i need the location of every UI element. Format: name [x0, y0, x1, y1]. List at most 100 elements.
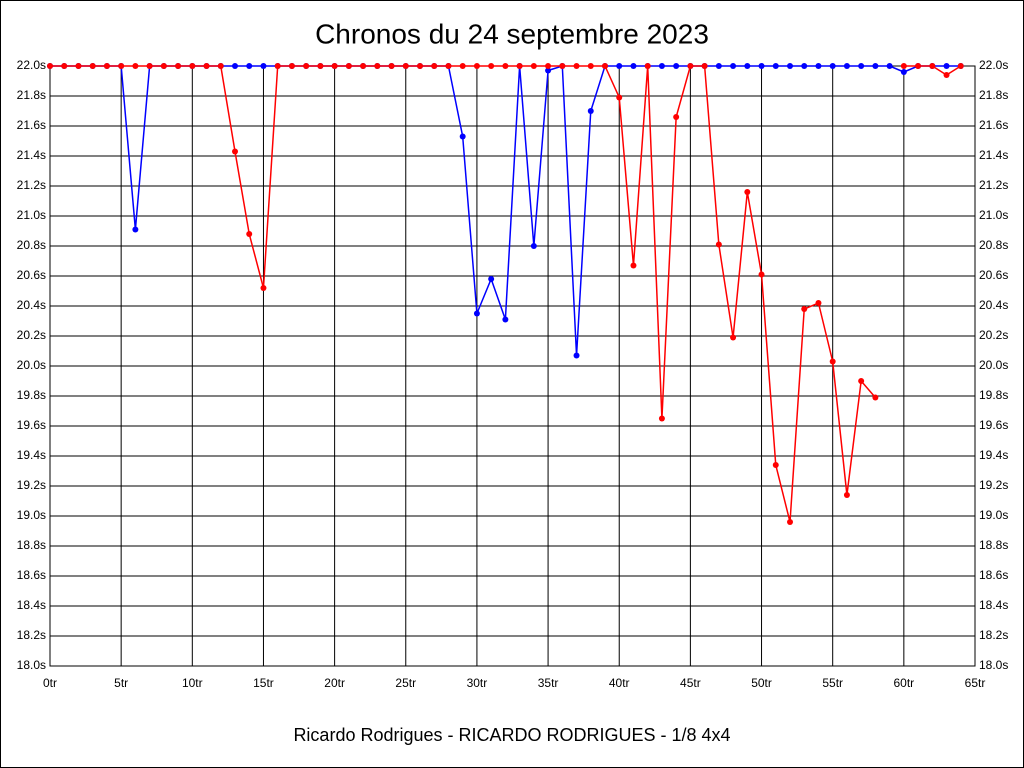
series-point [730, 334, 737, 341]
series-point [118, 63, 125, 69]
series-point [858, 63, 865, 69]
series-point [900, 69, 907, 75]
series-point [473, 310, 480, 317]
y2-tick-label: 20.4s [979, 298, 1008, 312]
series-point [502, 63, 509, 69]
y-tick-label: 20.8s [17, 238, 46, 252]
y-tick-label: 21.6s [17, 118, 46, 132]
series-point [801, 63, 808, 69]
series-point [260, 63, 267, 69]
x-tick-label: 50tr [751, 676, 772, 690]
y-tick-label: 21.4s [17, 148, 46, 162]
series-point [488, 276, 495, 282]
y2-tick-label: 21.0s [979, 208, 1008, 222]
series-point [829, 358, 836, 365]
x-tick-label: 65tr [965, 676, 986, 690]
series-point [75, 63, 82, 69]
y-tick-label: 18.8s [17, 538, 46, 552]
x-tick-label: 0tr [43, 676, 57, 690]
y2-tick-label: 20.2s [979, 328, 1008, 342]
series-point [374, 63, 381, 69]
series-point [345, 63, 352, 69]
y-tick-label: 21.0s [17, 208, 46, 222]
series-point [388, 63, 395, 69]
x-tick-label: 60tr [894, 676, 915, 690]
y-tick-label: 22.0s [17, 58, 46, 72]
x-tick-label: 30tr [467, 676, 488, 690]
x-tick-label: 25tr [395, 676, 416, 690]
series-point [715, 63, 722, 69]
series-point [815, 300, 822, 306]
series-point [502, 316, 509, 323]
series-point [587, 108, 594, 114]
series-point [516, 63, 523, 69]
series-point [730, 63, 737, 69]
series-point [175, 63, 182, 69]
series-point [787, 519, 793, 525]
y2-tick-label: 22.0s [979, 58, 1008, 72]
series-point [559, 63, 566, 69]
series-point [260, 285, 267, 291]
series-point [317, 63, 324, 69]
series-point [103, 63, 110, 69]
series-point [843, 492, 850, 498]
y-tick-label: 18.6s [17, 568, 46, 582]
x-tick-label: 45tr [680, 676, 701, 690]
y-tick-label: 20.0s [17, 358, 46, 372]
series-point [232, 63, 238, 69]
series-point [360, 63, 367, 69]
series-point [673, 63, 680, 69]
y2-tick-label: 18.8s [979, 538, 1008, 552]
series-point [673, 114, 680, 120]
x-tick-label: 55tr [822, 676, 843, 690]
series-point [573, 63, 580, 69]
y-tick-label: 20.2s [17, 328, 46, 342]
series-point [658, 63, 665, 69]
series-point [758, 271, 765, 278]
series-point [658, 415, 665, 422]
series-point [872, 63, 879, 69]
series-point [160, 63, 167, 69]
series-point [545, 67, 552, 74]
series-point [900, 63, 907, 69]
series-point [687, 63, 694, 69]
series-point [530, 63, 537, 69]
series-point [132, 63, 139, 69]
series-point [545, 63, 552, 69]
y-tick-label: 20.6s [17, 268, 46, 282]
series-point [459, 63, 466, 69]
y2-tick-label: 20.0s [979, 358, 1008, 372]
series-point [402, 63, 409, 69]
y2-tick-label: 20.8s [979, 238, 1008, 252]
y-tick-label: 21.8s [17, 88, 46, 102]
series-point [772, 63, 779, 69]
series-point [488, 63, 495, 69]
y2-tick-label: 19.6s [979, 418, 1008, 432]
y-tick-label: 19.8s [17, 388, 46, 402]
series-point [146, 63, 153, 69]
y2-tick-label: 18.4s [979, 598, 1008, 612]
series-point [772, 462, 779, 468]
series-point [758, 63, 765, 69]
y-tick-label: 18.4s [17, 598, 46, 612]
series-point [232, 148, 238, 155]
series-point [331, 63, 338, 69]
series-point [573, 352, 580, 359]
series-point [530, 243, 537, 249]
y2-tick-label: 19.0s [979, 508, 1008, 522]
series-point [189, 63, 196, 69]
series-point [787, 63, 793, 69]
series-point [929, 63, 936, 69]
series-point [744, 63, 751, 69]
series-point [288, 63, 295, 69]
series-point [417, 63, 423, 69]
series-point [616, 94, 623, 101]
series-point [644, 63, 651, 69]
y-tick-label: 19.6s [17, 418, 46, 432]
y2-tick-label: 18.6s [979, 568, 1008, 582]
series-point [616, 63, 623, 69]
series-point [943, 72, 950, 78]
y2-tick-label: 19.4s [979, 448, 1008, 462]
series-point [89, 63, 96, 69]
series-point [246, 231, 253, 237]
